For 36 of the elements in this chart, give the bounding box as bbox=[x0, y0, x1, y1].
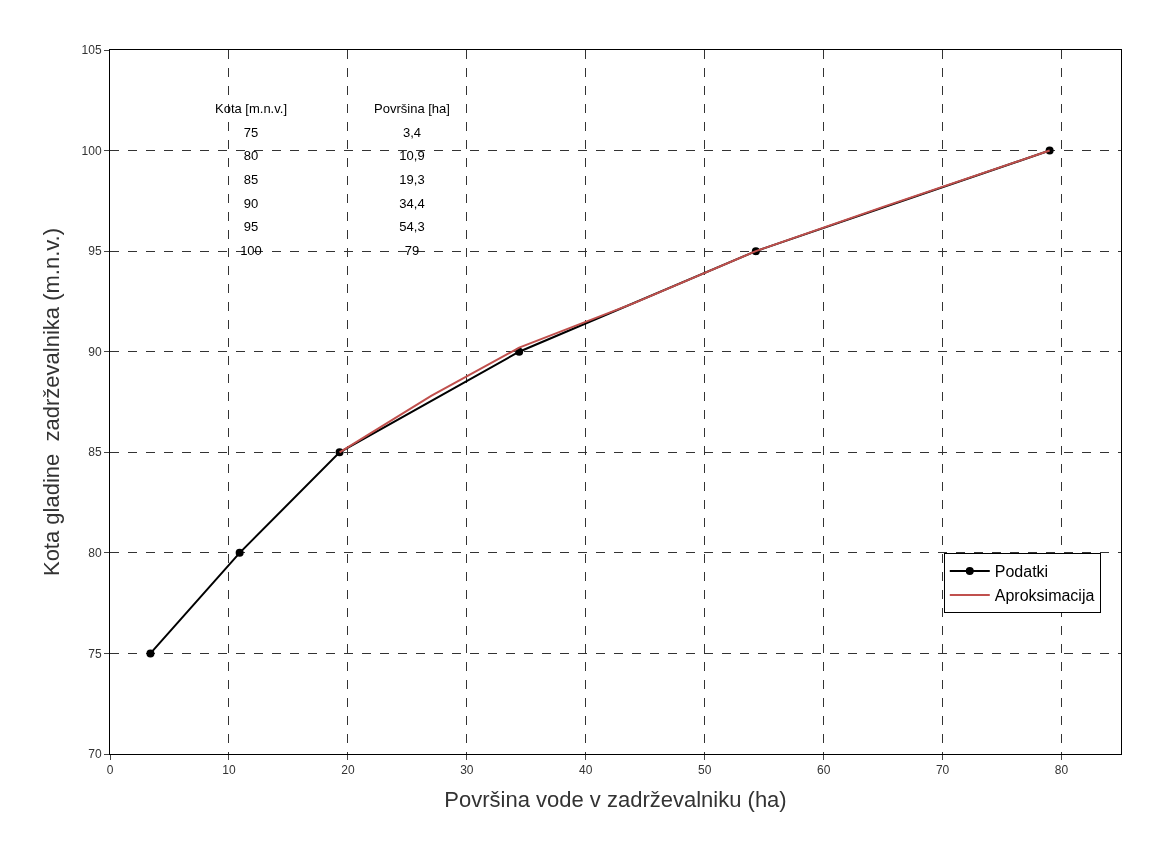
point bbox=[146, 649, 155, 658]
annotation: 19,3 bbox=[399, 171, 425, 187]
x-tick-label: 70 bbox=[935, 763, 950, 778]
annotation: 3,4 bbox=[402, 124, 422, 140]
x-tick-label: 30 bbox=[460, 763, 474, 778]
y-tick-label: 70 bbox=[88, 747, 102, 762]
x-tick-label: 60 bbox=[816, 763, 831, 778]
annotation: 85 bbox=[243, 171, 259, 187]
x-tick-label: 20 bbox=[341, 763, 355, 778]
y-tick-label: 105 bbox=[81, 43, 102, 58]
point bbox=[235, 548, 244, 557]
annotation: 54,3 bbox=[399, 218, 425, 234]
x-tick-label: 80 bbox=[1054, 763, 1069, 778]
y-tick-label: 95 bbox=[88, 244, 102, 259]
annotation: 10,9 bbox=[399, 147, 425, 163]
annotation: Površina [ha] bbox=[374, 100, 450, 116]
y-axis-title: Kota gladine zadrževalnika (m.n.v.) bbox=[39, 227, 65, 577]
annotation: 100 bbox=[240, 242, 262, 258]
annotation: 90 bbox=[243, 195, 259, 211]
legend-label: Aproksimacija bbox=[994, 587, 1095, 605]
annotation: 80 bbox=[243, 147, 259, 163]
x-tick-label: 50 bbox=[698, 763, 712, 778]
annotation: 79 bbox=[404, 242, 420, 258]
x-tick-label: 0 bbox=[106, 763, 114, 778]
legend-label: Podatki bbox=[994, 563, 1049, 581]
annotation: 75 bbox=[243, 124, 259, 140]
y-tick-label: 100 bbox=[81, 143, 102, 158]
x-tick-label: 40 bbox=[579, 763, 593, 778]
annotation: 34,4 bbox=[399, 195, 425, 211]
x-axis-title: Površina vode v zadrževalniku (ha) bbox=[444, 787, 787, 813]
y-tick-label: 80 bbox=[88, 546, 102, 561]
annotation: 95 bbox=[243, 218, 259, 234]
y-tick-label: 85 bbox=[88, 445, 102, 460]
x-tick-label: 10 bbox=[222, 763, 236, 778]
y-tick-label: 90 bbox=[88, 344, 102, 359]
y-tick-label: 75 bbox=[88, 646, 102, 661]
